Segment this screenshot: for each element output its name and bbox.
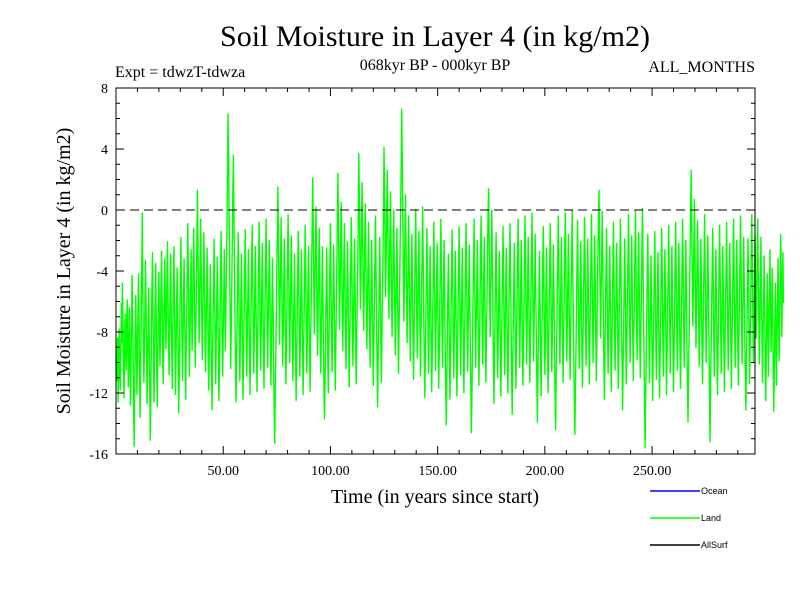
y-tick-label: -8: [96, 326, 108, 341]
legend-label-allsurf: AllSurf: [701, 540, 728, 550]
legend-label-ocean: Ocean: [701, 486, 728, 496]
x-axis-label: Time (in years since start): [331, 486, 539, 508]
x-tick-label: 200.00: [526, 464, 565, 479]
plot-frame: [115, 87, 756, 455]
series-line-land: [115, 108, 785, 449]
y-tick-label: -16: [89, 448, 108, 463]
x-tick-label: 150.00: [418, 464, 457, 479]
x-tick-label: 250.00: [633, 464, 672, 479]
x-tick-label: 50.00: [207, 464, 239, 479]
x-tick-label: 100.00: [311, 464, 350, 479]
y-tick-label: -4: [96, 265, 108, 280]
legend: Ocean Land AllSurf: [650, 486, 728, 550]
y-tick-label: -12: [89, 387, 108, 402]
experiment-label: Expt = tdwzT-tdwza: [115, 64, 245, 81]
y-tick-label: 0: [101, 204, 108, 219]
y-tick-label: 4: [101, 143, 108, 158]
time-range-label: 068kyr BP - 000kyr BP: [360, 57, 511, 74]
y-axis-label: Soil Moisture in Layer 4 (in kg/m2): [53, 128, 75, 415]
chart-title: Soil Moisture in Layer 4 (in kg/m2): [220, 20, 650, 53]
months-label: ALL_MONTHS: [648, 59, 755, 76]
y-tick-label: 8: [101, 82, 108, 97]
plot-area: 8 4 0 -4 -8 -12 -16 50.00 100.00 150.00 200.00 250.…: [89, 82, 785, 479]
legend-label-land: Land: [701, 513, 721, 523]
